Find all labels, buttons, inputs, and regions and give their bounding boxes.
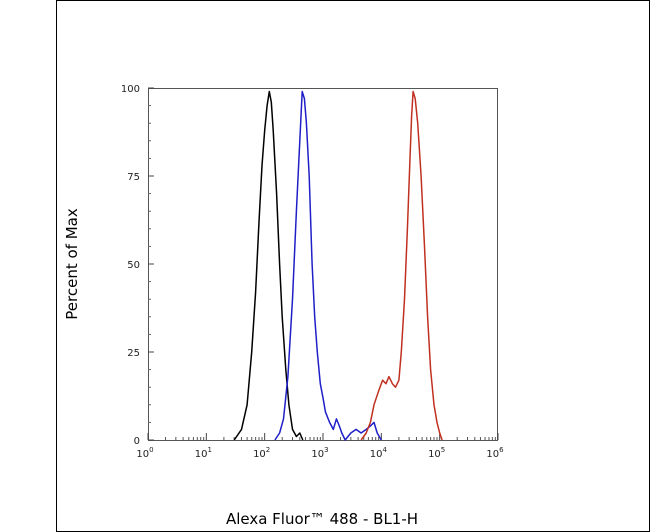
x-tick-label: 101 [195,446,212,460]
y-axis-title: Percent of Max [63,208,81,320]
histogram-series-2 [274,90,382,441]
x-axis-title: Alexa Fluor™ 488 - BL1-H [226,510,418,528]
y-tick-label: 0 [134,436,140,447]
x-tick-label: 100 [136,446,153,460]
plot-area-frame [148,88,498,441]
x-tick-label: 103 [311,446,328,460]
y-axis-ticks: 0 25 50 75 100 [121,84,154,447]
histogram-series-1 [233,90,304,441]
y-tick-label: 75 [127,172,140,183]
y-tick-label: 100 [121,84,140,95]
y-tick-label: 25 [127,348,140,359]
histogram-series-3 [360,90,443,441]
x-tick-label: 106 [486,446,504,460]
y-tick-label: 50 [127,260,140,271]
series-layer [233,90,443,441]
x-tick-label: 102 [253,446,270,460]
x-axis-ticks: 100 101 102 103 104 105 106 [136,433,504,460]
x-tick-label: 104 [370,446,388,460]
x-tick-label: 105 [428,446,445,460]
